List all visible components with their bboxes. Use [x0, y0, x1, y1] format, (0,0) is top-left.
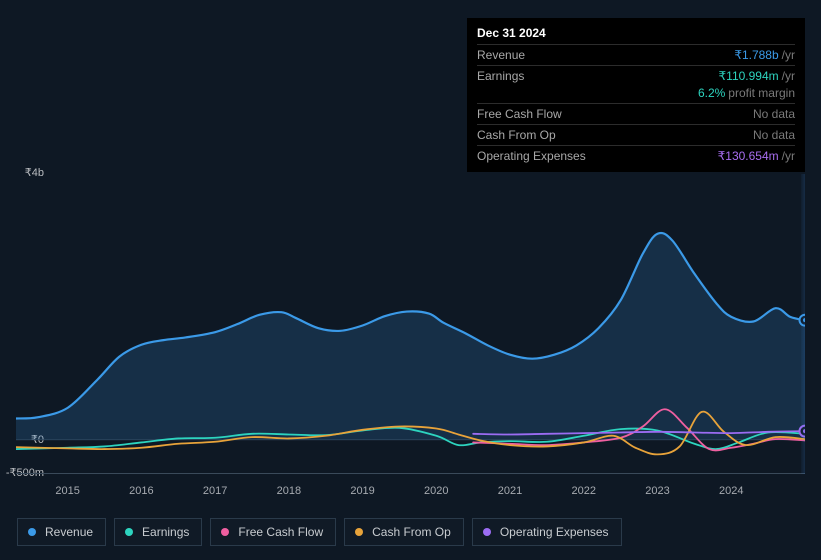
chart-plot-area — [16, 174, 805, 474]
tooltip-row-sub: 6.2%profit margin — [477, 86, 795, 103]
x-axis-label: 2021 — [498, 485, 522, 497]
legend-swatch — [483, 528, 491, 536]
tooltip-row-value: No data — [753, 128, 795, 142]
chart-legend: Revenue Earnings Free Cash Flow Cash From O… — [17, 518, 622, 546]
x-axis-label: 2015 — [55, 485, 79, 497]
tooltip-row-value: ₹1.788b/yr — [734, 48, 795, 62]
chart-tooltip: Dec 31 2024 Revenue ₹1.788b/yr Earnings ₹11… — [467, 18, 805, 172]
legend-item-fcf[interactable]: Free Cash Flow — [210, 518, 336, 546]
legend-label: Cash From Op — [372, 525, 451, 539]
tooltip-row-label: Revenue — [477, 48, 525, 62]
x-axis-label: 2022 — [572, 485, 596, 497]
x-axis-label: 2019 — [350, 485, 374, 497]
x-axis-labels: 2015 2016 2017 2018 2019 2020 2021 2022 2023 2024 — [16, 485, 805, 501]
legend-item-cashop[interactable]: Cash From Op — [344, 518, 464, 546]
x-axis-label: 2018 — [277, 485, 301, 497]
legend-item-earnings[interactable]: Earnings — [114, 518, 202, 546]
x-axis-label: 2017 — [203, 485, 227, 497]
tooltip-row: Cash From Op No data — [477, 124, 795, 145]
legend-label: Operating Expenses — [500, 525, 609, 539]
x-axis-label: 2024 — [719, 485, 743, 497]
legend-item-revenue[interactable]: Revenue — [17, 518, 106, 546]
tooltip-row-label: Cash From Op — [477, 128, 556, 142]
legend-swatch — [28, 528, 36, 536]
tooltip-date: Dec 31 2024 — [477, 26, 795, 44]
legend-item-opex[interactable]: Operating Expenses — [472, 518, 622, 546]
series-endpoint-marker — [800, 426, 806, 437]
tooltip-row: Earnings ₹110.994m/yr — [477, 65, 795, 86]
legend-label: Earnings — [142, 525, 189, 539]
legend-swatch — [221, 528, 229, 536]
legend-swatch — [355, 528, 363, 536]
tooltip-row-value: ₹110.994m/yr — [719, 69, 795, 83]
x-axis-label: 2016 — [129, 485, 153, 497]
tooltip-row-label: Free Cash Flow — [477, 107, 562, 121]
legend-swatch — [125, 528, 133, 536]
x-axis-label: 2020 — [424, 485, 448, 497]
tooltip-row-label: Earnings — [477, 69, 524, 83]
tooltip-row: Free Cash Flow No data — [477, 103, 795, 124]
tooltip-row-value: No data — [753, 107, 795, 121]
series-area-revenue — [16, 233, 805, 440]
series-endpoint-marker — [800, 315, 806, 326]
tooltip-row: Revenue ₹1.788b/yr — [477, 44, 795, 65]
financials-chart[interactable]: ₹4b₹0-₹500m — [16, 160, 805, 480]
x-axis-label: 2023 — [645, 485, 669, 497]
legend-label: Revenue — [45, 525, 93, 539]
legend-label: Free Cash Flow — [238, 525, 323, 539]
